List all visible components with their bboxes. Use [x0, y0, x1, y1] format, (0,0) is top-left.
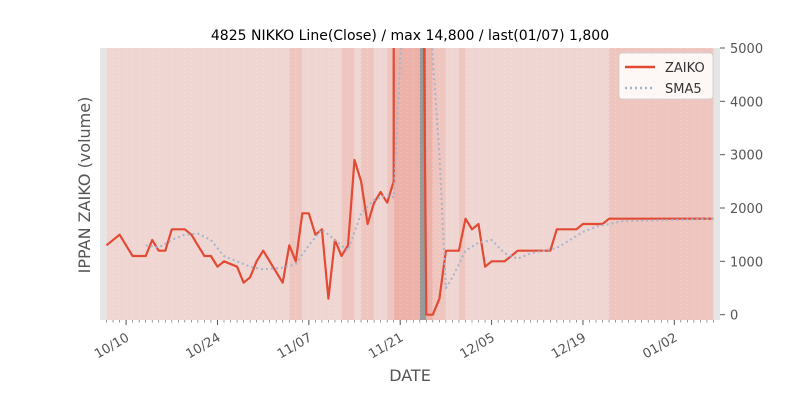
background-band-4	[354, 48, 362, 320]
background-band-7	[387, 48, 394, 320]
background-band-base-5	[361, 48, 375, 320]
x-tick-label: 12/05	[458, 330, 498, 362]
x-tick-label: 11/21	[366, 330, 406, 362]
y-axis-label: IPPAN ZAIKO (volume)	[75, 97, 94, 274]
background-band-13	[458, 48, 466, 320]
background-band-base-7	[387, 48, 394, 320]
background-band-2	[302, 48, 342, 320]
background-band-10	[426, 48, 433, 320]
background-band-base-2	[302, 48, 342, 320]
y-tick-label: 5000	[730, 42, 763, 57]
x-axis-label: DATE	[389, 366, 431, 385]
background-band-base-6	[374, 48, 388, 320]
legend-sma5-label: SMA5	[665, 82, 702, 97]
series-line-zaiko	[105, 48, 714, 316]
chart-background-bands	[100, 48, 720, 320]
x-tick-label: 01/02	[640, 330, 680, 362]
y-tick-label: 1000	[730, 255, 763, 270]
series-line-sma5	[145, 48, 714, 289]
x-tick-label: 12/19	[549, 330, 589, 362]
background-band-base-14	[465, 48, 610, 320]
background-band-11	[432, 48, 446, 320]
background-band-14	[465, 48, 610, 320]
background-band-base-10	[426, 48, 433, 320]
x-tick-label: 11/07	[275, 330, 315, 362]
background-band-base-13	[458, 48, 466, 320]
background-band-base-11	[432, 48, 446, 320]
y-tick-label: 3000	[730, 149, 763, 164]
legend-box	[618, 52, 714, 100]
background-band-0	[106, 48, 290, 320]
legend: ZAIKO SMA5	[618, 52, 714, 100]
background-band-12	[445, 48, 459, 320]
x-tick-label: 10/10	[92, 330, 132, 362]
background-band-6	[374, 48, 388, 320]
y-tick-label: 0	[730, 309, 738, 324]
background-band-base-0	[106, 48, 290, 320]
chart-series	[105, 48, 714, 316]
x-tick-label: 10/24	[184, 330, 224, 362]
background-band-5	[361, 48, 375, 320]
background-band-base-12	[445, 48, 459, 320]
y-tick-label: 2000	[730, 202, 763, 217]
y-tick-label: 4000	[730, 95, 763, 110]
chart-title: 4825 NIKKO Line(Close) / max 14,800 / la…	[211, 28, 609, 44]
background-band-base-4	[354, 48, 362, 320]
legend-zaiko-label: ZAIKO	[665, 61, 705, 76]
background-band-9	[419, 48, 427, 320]
